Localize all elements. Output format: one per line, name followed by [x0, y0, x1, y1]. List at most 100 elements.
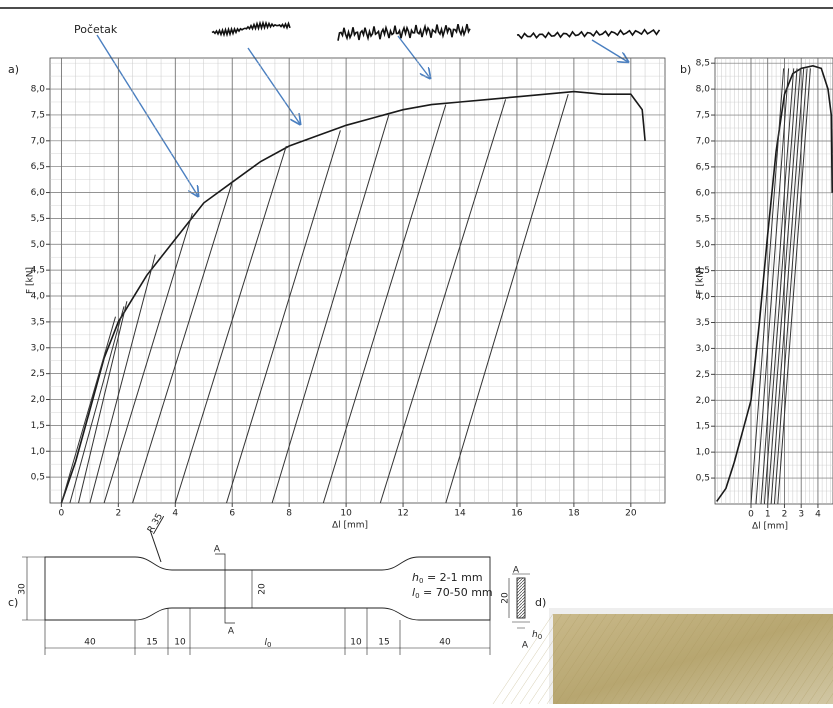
panel-label: b) [680, 63, 691, 76]
streak [519, 613, 581, 705]
chart-panel: a) 0 2 4 6 8 10 12 14 16 18 20 0,5 1,0 1,5 2,0 2,5 3,0 3,5… [8, 57, 666, 531]
y-tick-label: 5,0 [31, 240, 46, 250]
streak [537, 613, 599, 705]
unloading-line [777, 68, 811, 505]
streak [636, 613, 698, 705]
dim-label: l0 = 70-50 mm [412, 586, 493, 600]
photo-texture [492, 613, 833, 705]
insets [211, 20, 661, 42]
subscript: 0 [538, 633, 542, 641]
load-curve [716, 64, 833, 502]
streak [717, 613, 779, 705]
streak [618, 613, 680, 705]
unloading-line [445, 94, 569, 504]
y-tick-label: 5,5 [31, 214, 45, 224]
x-tick-label: 2 [115, 509, 121, 519]
panel-label: a) [8, 63, 19, 76]
streak [699, 613, 761, 705]
y-tick-label: 2,5 [696, 370, 710, 380]
arrows [96, 34, 628, 196]
subscript: 0 [267, 641, 271, 649]
y-tick-label: 2,5 [31, 369, 45, 379]
x-tick-label: 12 [397, 509, 408, 519]
x-tick-label: 3 [798, 510, 804, 520]
streak [591, 613, 653, 705]
unloading-line [760, 68, 795, 505]
chart-panel: b) 0 1 2 3 4 0,5 1,0 1,5 2,0 2,5 3,0 3,5 4,0 4,5 5,0 5,5… [680, 57, 833, 532]
y-tick-label: 6,0 [31, 188, 46, 198]
y-tick-label: 1,0 [696, 448, 711, 458]
y-tick-label: 1,0 [31, 447, 46, 457]
dim-label: h0 [532, 630, 542, 642]
streak [663, 613, 725, 705]
streak [573, 613, 635, 705]
streak [582, 613, 644, 705]
dim-label: 10 [174, 638, 186, 648]
unloading-line [763, 68, 798, 505]
subscript: 0 [415, 592, 419, 600]
y-tick-label: 6,5 [696, 162, 710, 172]
dim-label: l0 [265, 638, 272, 650]
streak [690, 613, 752, 705]
unloading-line [770, 68, 805, 505]
arrow [96, 34, 198, 196]
radius-leader [149, 529, 162, 563]
unloading-line [322, 104, 447, 504]
unloading-line [174, 145, 287, 504]
y-tick-label: 4,0 [31, 292, 46, 302]
streak [645, 613, 707, 705]
section-label: A [513, 566, 520, 576]
variable: h [532, 630, 538, 640]
y-tick-label: 2,0 [31, 395, 46, 405]
y-tick-label: 7,0 [31, 136, 46, 146]
streak [816, 679, 833, 705]
plot-frame [49, 57, 666, 504]
load-curve [60, 90, 646, 504]
streak [753, 613, 815, 705]
streak [762, 613, 824, 705]
unloading-line [132, 182, 233, 504]
streak [771, 613, 833, 705]
dim-label: 15 [146, 638, 157, 648]
unloading-line [755, 68, 790, 505]
streak [609, 613, 671, 705]
y-tick-label: 0,5 [31, 473, 45, 483]
arrow [247, 47, 300, 124]
section-label: A [522, 641, 529, 651]
x-tick-label: 4 [815, 510, 821, 520]
y-tick-label: 5,5 [696, 214, 710, 224]
dim-line [508, 573, 530, 629]
specimen-drawing: c) [8, 529, 530, 655]
streak [681, 613, 743, 705]
unloading-line [750, 68, 785, 505]
unloading-line [78, 301, 128, 504]
streak [555, 613, 617, 705]
x-axis-label: Δl [mm] [332, 521, 368, 531]
y-tick-label: 8,0 [31, 85, 46, 95]
y-axis-label: F [kN] [26, 267, 36, 294]
y-tick-label: 3,5 [31, 317, 45, 327]
radius-label: R 35 [146, 512, 165, 535]
streak [510, 613, 572, 705]
x-axis-label: Δl [mm] [752, 522, 788, 532]
x-tick-label: 4 [172, 509, 178, 519]
plot-frame [714, 57, 833, 505]
x-tick-label: 2 [782, 510, 788, 520]
y-tick-label: 6,5 [31, 162, 45, 172]
streak [708, 613, 770, 705]
dim-label: 40 [84, 638, 96, 648]
y-tick-label: 5,0 [696, 240, 711, 250]
x-tick-label: 0 [748, 510, 754, 520]
dim-label: 30 [18, 583, 28, 595]
unloading-line [271, 114, 390, 504]
variable: l [265, 638, 268, 648]
unloading-line [60, 316, 116, 504]
variable: l [412, 586, 415, 599]
inset-trace [211, 20, 291, 38]
section-label: A [214, 545, 221, 555]
annotation: Početak [74, 23, 118, 36]
dim-label: h0 = 2-1 mm [412, 571, 483, 585]
streak [501, 613, 563, 705]
